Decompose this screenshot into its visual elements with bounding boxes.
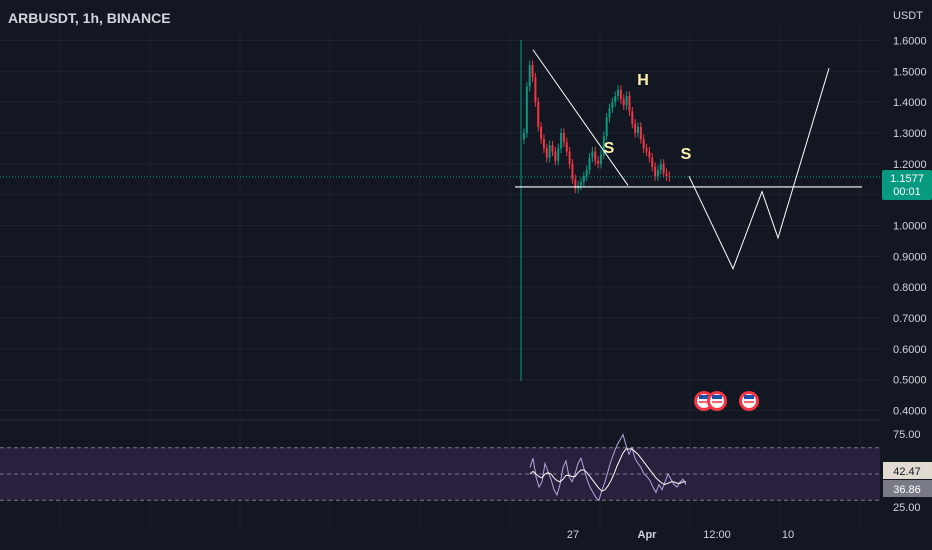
last-price-value: 1.1577	[890, 173, 924, 185]
candle-body	[662, 163, 665, 174]
candle-body	[639, 126, 642, 140]
candle-body	[654, 166, 657, 177]
price-tick-label: 0.8000	[893, 282, 927, 294]
rsi-tick-label: 75.00	[893, 429, 921, 441]
time-tick-label: 12:00	[703, 529, 731, 541]
pattern-label: S	[604, 140, 615, 157]
rsi-ma-value: 36.86	[893, 484, 921, 496]
event-flag-canton	[699, 395, 709, 399]
time-tick-label: Apr	[638, 529, 658, 541]
candle-body	[617, 89, 620, 96]
candle-body	[659, 163, 662, 170]
candle-body	[560, 133, 563, 149]
price-tick-label: 1.2000	[893, 159, 927, 171]
candle-body	[551, 145, 554, 152]
candle-body	[628, 96, 631, 112]
candle-body	[585, 170, 588, 177]
event-flag-canton	[744, 395, 754, 399]
candle-body	[619, 89, 622, 100]
rsi-value: 42.47	[893, 466, 921, 478]
candle-body	[588, 157, 591, 170]
candle-body	[562, 133, 565, 143]
economic-events[interactable]	[694, 391, 759, 411]
last-price-countdown: 00:01	[893, 186, 921, 198]
candle-body	[634, 123, 637, 133]
rsi-line	[529, 433, 687, 502]
symbol-title[interactable]: ARBUSDT, 1h, BINANCE	[8, 10, 171, 26]
candle-body	[648, 151, 651, 158]
candle-body	[622, 99, 625, 106]
last-price-badge	[882, 170, 932, 200]
last-price-marker: 1.1577 00:01	[882, 170, 932, 200]
candle-body	[608, 108, 611, 118]
rsi-tick-label: 25.00	[893, 502, 921, 514]
candle-body	[605, 117, 608, 137]
candle-body	[568, 151, 571, 164]
rsi-value-labels: 42.47 36.86	[883, 462, 932, 497]
time-tick-label: 10	[782, 529, 794, 541]
pattern-label: S	[681, 146, 692, 163]
candle-body	[597, 160, 600, 164]
time-axis[interactable]: 27 Apr 12:00 10	[567, 529, 794, 541]
candle-body	[548, 145, 551, 158]
candle-body	[637, 126, 639, 133]
candle-body	[542, 139, 545, 149]
price-axis-currency: USDT	[893, 10, 923, 22]
projection-path	[688, 68, 830, 270]
candle-body	[537, 102, 540, 127]
price-tick-label: 0.5000	[893, 375, 927, 387]
rsi-value-badge	[883, 462, 932, 479]
candlestick-series[interactable]	[523, 60, 671, 194]
candle-body	[528, 65, 531, 87]
candle-body	[602, 136, 605, 155]
price-tick-label: 0.9000	[893, 251, 927, 263]
candle-body	[545, 148, 548, 158]
candle-body	[642, 139, 645, 149]
trendline	[532, 49, 629, 186]
rsi-ma-value-badge	[883, 480, 932, 497]
rsi-pane[interactable]: 75.00 25.00	[0, 419, 921, 514]
time-tick-label: 27	[567, 529, 579, 541]
pattern-drawings[interactable]: S H S	[0, 40, 880, 381]
candle-body	[531, 65, 534, 78]
candle-body	[656, 170, 659, 177]
price-tick-label: 0.7000	[893, 313, 927, 325]
candle-body	[625, 96, 628, 106]
price-tick-label: 1.0000	[893, 221, 927, 233]
candle-body	[534, 77, 537, 103]
candle-body	[614, 96, 617, 103]
candle-body	[540, 126, 543, 140]
candle-body	[651, 157, 654, 167]
price-tick-label: 0.4000	[893, 406, 927, 418]
candle-body	[580, 182, 582, 186]
candle-body	[645, 148, 648, 152]
candle-body	[594, 151, 597, 161]
candle-body	[665, 173, 668, 177]
price-tick-label: 1.5000	[893, 66, 927, 78]
rsi-band-fill	[0, 447, 880, 501]
candle-body	[571, 163, 574, 180]
price-tick-label: 1.6000	[893, 36, 927, 48]
price-axis[interactable]: 1.60001.50001.40001.30001.20001.10001.00…	[893, 36, 927, 418]
candle-body	[574, 179, 577, 189]
rsi-ma-line	[529, 448, 686, 492]
grid-lines	[0, 28, 880, 530]
event-flag-canton	[712, 395, 722, 399]
candle-body	[582, 176, 585, 183]
price-tick-label: 0.6000	[893, 344, 927, 356]
candle-body	[525, 86, 528, 133]
candle-body	[611, 102, 614, 109]
candle-body	[557, 148, 560, 161]
price-tick-label: 1.4000	[893, 97, 927, 109]
candle-body	[554, 151, 557, 161]
candle-body	[565, 142, 568, 152]
candle-body	[523, 133, 525, 140]
candle-body	[631, 111, 634, 124]
candle-body	[591, 151, 594, 158]
candle-body	[599, 154, 602, 164]
price-tick-label: 1.3000	[893, 128, 927, 140]
pattern-label: H	[637, 72, 649, 89]
